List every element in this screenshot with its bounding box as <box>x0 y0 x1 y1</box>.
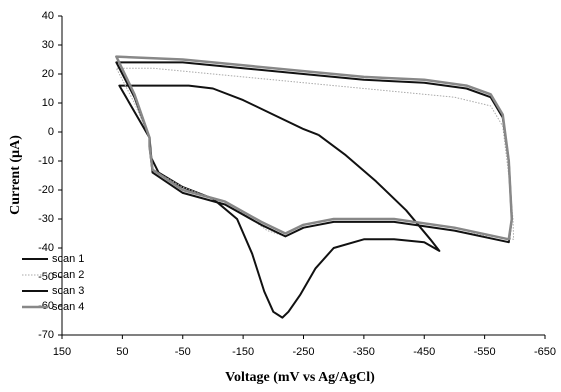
legend-label: scan 3 <box>52 285 84 297</box>
y-tick-label: 30 <box>42 39 54 51</box>
x-tick-label: -450 <box>413 346 435 358</box>
y-tick-label: 40 <box>42 10 54 22</box>
x-tick-label: -250 <box>292 346 314 358</box>
x-axis-title: Voltage (mV vs Ag/AgCl) <box>225 370 375 385</box>
series-line <box>115 61 513 244</box>
x-tick-label: 50 <box>116 346 128 358</box>
y-tick-label: -70 <box>38 329 54 341</box>
legend-label: scan 4 <box>52 301 84 313</box>
series-line <box>115 55 514 241</box>
y-tick-label: -30 <box>38 213 54 225</box>
legend-label: scan 1 <box>52 253 84 265</box>
legend-label: scan 2 <box>52 269 84 281</box>
x-tick-label: -350 <box>353 346 375 358</box>
y-tick-label: -10 <box>38 155 54 167</box>
x-tick-label: 150 <box>53 346 71 358</box>
y-tick-label: -50 <box>38 271 54 283</box>
series-line <box>115 67 515 240</box>
y-tick-label: -20 <box>38 184 54 196</box>
x-tick-label: -650 <box>534 346 556 358</box>
y-tick-label: 20 <box>42 68 54 80</box>
y-tick-label: 10 <box>42 97 54 109</box>
series-line <box>118 84 441 319</box>
y-tick-label: -40 <box>38 242 54 254</box>
x-tick-label: -50 <box>175 346 191 358</box>
x-tick-label: -150 <box>232 346 254 358</box>
y-axis-title: Current (µA) <box>8 135 23 215</box>
x-tick-label: -550 <box>474 346 496 358</box>
y-tick-label: 0 <box>48 126 54 138</box>
